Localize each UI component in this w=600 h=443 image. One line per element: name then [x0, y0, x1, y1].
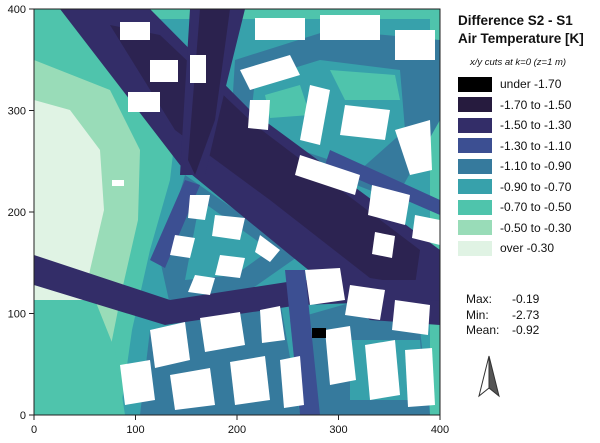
legend-item: -1.50 to -1.30: [458, 115, 598, 136]
temperature-difference-map: [34, 9, 440, 415]
legend-label: -1.70 to -1.50: [500, 97, 572, 112]
legend-item: -0.50 to -0.30: [458, 218, 598, 239]
x-tick-label: 0: [31, 424, 37, 436]
legend-subtitle: x/y cuts at k=0 (z=1 m): [470, 57, 567, 68]
stat-max-value: -0.19: [512, 292, 540, 306]
legend-swatch: [458, 179, 492, 195]
legend-swatch: [458, 117, 492, 133]
stat-min: Min: -2.73: [466, 308, 539, 324]
stat-max: Max: -0.19: [466, 292, 539, 308]
legend-label: over -0.30: [500, 241, 555, 256]
legend-swatch: [458, 158, 492, 174]
legend-swatch: [458, 97, 492, 113]
legend-swatch: [458, 138, 492, 154]
legend-item: -1.70 to -1.50: [458, 95, 598, 116]
legend-item: -0.90 to -0.70: [458, 177, 598, 198]
stat-max-label: Max:: [466, 292, 493, 306]
legend-title: Difference S2 - S1: [458, 13, 573, 28]
legend-swatch: [458, 76, 492, 92]
legend-label: -1.10 to -0.90: [500, 159, 572, 174]
legend-swatch: [458, 240, 492, 256]
stat-mean-label: Mean:: [466, 323, 500, 337]
legend-item: -0.70 to -0.50: [458, 197, 598, 218]
stat-mean: Mean: -0.92: [466, 323, 539, 339]
x-tick-label: 200: [228, 424, 246, 436]
legend-item: over -0.30: [458, 238, 598, 259]
legend-title-unit: Air Temperature [K]: [458, 31, 584, 46]
y-tick-label: 300: [8, 106, 26, 118]
legend-items: under -1.70 -1.70 to -1.50 -1.50 to -1.3…: [458, 74, 598, 259]
legend-swatch: [458, 199, 492, 215]
stat-mean-value: -0.92: [512, 323, 540, 337]
legend-item: -1.10 to -0.90: [458, 156, 598, 177]
x-tick-label: 400: [431, 424, 449, 436]
legend-item: -1.30 to -1.10: [458, 136, 598, 157]
north-arrow-icon: [478, 355, 500, 398]
legend-swatch: [458, 220, 492, 236]
legend: Difference S2 - S1 Air Temperature [K] x…: [458, 12, 598, 259]
y-tick-label: 100: [8, 309, 26, 321]
statistics: Max: -0.19 Min: -2.73 Mean: -0.92: [466, 292, 539, 339]
y-tick-label: 0: [20, 410, 26, 422]
legend-label: -1.30 to -1.10: [500, 138, 572, 153]
y-tick-label: 400: [8, 4, 26, 16]
legend-item: under -1.70: [458, 74, 598, 95]
stat-min-label: Min:: [466, 307, 489, 322]
legend-label: under -1.70: [500, 77, 562, 92]
legend-label: -0.50 to -0.30: [500, 220, 572, 235]
y-tick-label: 200: [8, 207, 26, 219]
x-tick-label: 300: [329, 424, 347, 436]
stat-min-value: -2.73: [512, 307, 540, 322]
legend-label: -0.70 to -0.50: [500, 200, 572, 215]
legend-label: -1.50 to -1.30: [500, 118, 572, 133]
x-tick-label: 100: [126, 424, 144, 436]
legend-label: -0.90 to -0.70: [500, 179, 572, 194]
